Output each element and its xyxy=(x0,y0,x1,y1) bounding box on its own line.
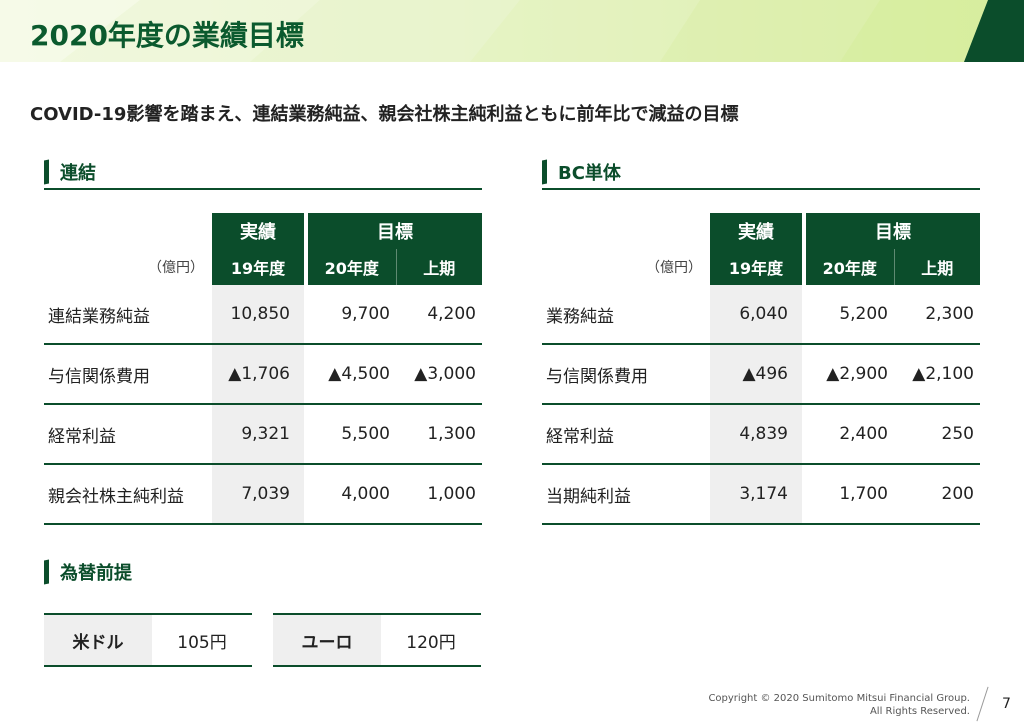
value-h1: 4,200 xyxy=(396,285,482,345)
table-row: 当期純利益 3,174 1,700 200 xyxy=(542,464,980,525)
section-bc-label: BC単体 xyxy=(558,163,621,184)
value-fy20: ▲4,500 xyxy=(308,344,396,405)
footer-copyright: Copyright © 2020 Sumitomo Mitsui Financi… xyxy=(708,692,970,718)
section-marker-icon xyxy=(44,159,49,185)
row-label: 与信関係費用 xyxy=(44,344,212,405)
section-bc-header: BC単体 xyxy=(542,158,980,190)
copyright-line-2: All Rights Reserved. xyxy=(869,706,970,717)
value-fy19: 3,174 xyxy=(710,464,802,525)
value-h1: 1,000 xyxy=(396,464,482,525)
col-fy20: 20年度 xyxy=(308,249,397,285)
value-h1: ▲2,100 xyxy=(894,344,980,405)
table-row: 与信関係費用 ▲1,706 ▲4,500 ▲3,000 xyxy=(44,344,482,405)
col-fy20: 20年度 xyxy=(806,249,895,285)
header-actual: 実績 xyxy=(710,213,802,249)
row-label: 業務純益 xyxy=(542,285,710,345)
value-fy19: 6,040 xyxy=(710,285,802,345)
table-row: 経常利益 4,839 2,400 250 xyxy=(542,404,980,465)
table-row: 親会社株主純利益 7,039 4,000 1,000 xyxy=(44,464,482,525)
fx-usd-label: 米ドル xyxy=(44,615,152,665)
value-fy19: ▲496 xyxy=(710,344,802,405)
value-fy20: 1,700 xyxy=(806,464,894,525)
section-marker-icon xyxy=(542,159,547,185)
col-fy19: 19年度 xyxy=(212,249,304,285)
fx-eur-value: 120円 xyxy=(406,632,456,653)
row-label: 与信関係費用 xyxy=(542,344,710,405)
fx-usd-value: 105円 xyxy=(177,632,227,653)
value-h1: 250 xyxy=(894,404,980,465)
table-row: 経常利益 9,321 5,500 1,300 xyxy=(44,404,482,465)
header-pattern xyxy=(0,0,1000,62)
value-fy20: 5,500 xyxy=(308,404,396,465)
col-h1: 上期 xyxy=(396,249,482,285)
row-label: 親会社株主純利益 xyxy=(44,464,212,525)
page-title: 2020年度の業績目標 xyxy=(30,19,304,52)
section-consolidated-label: 連結 xyxy=(60,163,96,184)
header-target: 目標 xyxy=(308,213,482,249)
table-row: 業務純益 6,040 5,200 2,300 xyxy=(542,285,980,345)
value-fy20: 9,700 xyxy=(308,285,396,345)
unit-label: （億円） xyxy=(148,260,204,276)
value-h1: 200 xyxy=(894,464,980,525)
footer-divider xyxy=(976,686,989,722)
value-fy20: 2,400 xyxy=(806,404,894,465)
row-label: 経常利益 xyxy=(44,404,212,465)
table-row: 与信関係費用 ▲496 ▲2,900 ▲2,100 xyxy=(542,344,980,405)
header-band: 2020年度の業績目標 xyxy=(0,0,1024,62)
value-fy20: 5,200 xyxy=(806,285,894,345)
value-h1: 1,300 xyxy=(396,404,482,465)
value-fy19: 9,321 xyxy=(212,404,304,465)
value-fy19: 4,839 xyxy=(710,404,802,465)
section-marker-icon xyxy=(44,559,49,585)
page-subtitle: COVID-19影響を踏まえ、連結業務純益、親会社株主純利益ともに前年比で減益の… xyxy=(30,104,739,125)
value-fy19: 7,039 xyxy=(212,464,304,525)
fx-eur-label: ユーロ xyxy=(273,615,381,665)
value-h1: 2,300 xyxy=(894,285,980,345)
value-fy20: 4,000 xyxy=(308,464,396,525)
table-bc: 実績 目標 （億円） 19年度 20年度 上期 業務純益 6,040 5,200… xyxy=(542,213,980,525)
section-fx-label: 為替前提 xyxy=(60,563,132,584)
page-number: 7 xyxy=(1002,696,1011,712)
table-corner xyxy=(542,213,710,249)
value-fy19: ▲1,706 xyxy=(212,344,304,405)
header-target: 目標 xyxy=(806,213,980,249)
value-h1: ▲3,000 xyxy=(396,344,482,405)
section-consolidated-header: 連結 xyxy=(44,158,482,190)
value-fy19: 10,850 xyxy=(212,285,304,345)
unit-label: （億円） xyxy=(646,260,702,276)
col-h1: 上期 xyxy=(894,249,980,285)
header-actual: 実績 xyxy=(212,213,304,249)
row-label: 経常利益 xyxy=(542,404,710,465)
table-corner xyxy=(44,213,212,249)
copyright-line-1: Copyright © 2020 Sumitomo Mitsui Financi… xyxy=(708,693,970,704)
row-label: 連結業務純益 xyxy=(44,285,212,345)
table-consolidated: 実績 目標 （億円） 19年度 20年度 上期 連結業務純益 10,850 9,… xyxy=(44,213,482,525)
fx-eur: ユーロ 120円 xyxy=(273,613,481,667)
fx-usd: 米ドル 105円 xyxy=(44,613,252,667)
section-fx-header: 為替前提 xyxy=(44,558,482,588)
table-row: 連結業務純益 10,850 9,700 4,200 xyxy=(44,285,482,345)
col-fy19: 19年度 xyxy=(710,249,802,285)
row-label: 当期純利益 xyxy=(542,464,710,525)
value-fy20: ▲2,900 xyxy=(806,344,894,405)
header-corner-accent xyxy=(964,0,1024,62)
